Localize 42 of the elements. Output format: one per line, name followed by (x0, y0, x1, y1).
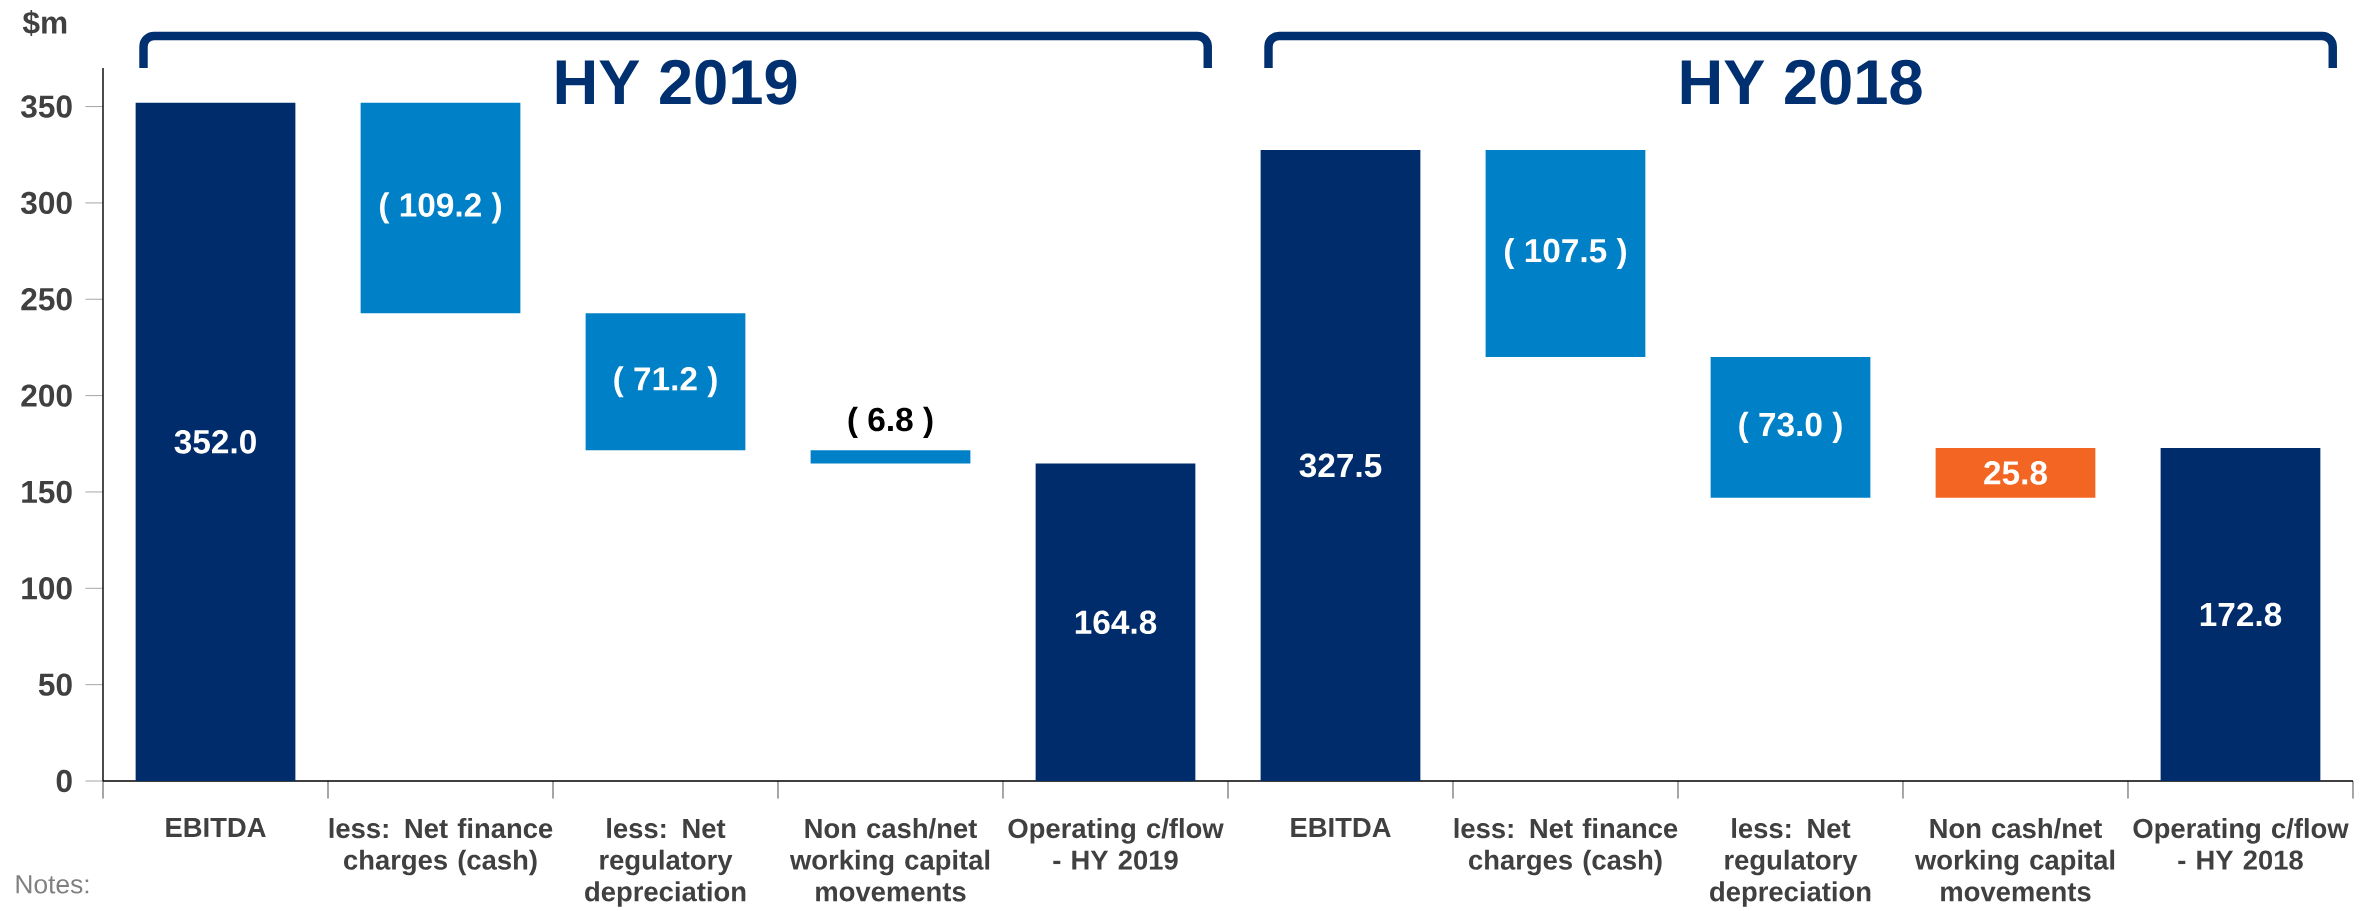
bar (1710, 357, 1871, 498)
x-tick-label: EBITDA (166, 818, 266, 837)
bar (1485, 149, 1646, 358)
y-tick-label: 100 (22, 577, 72, 600)
data-label: ( 109.2 ) (379, 192, 501, 224)
bar (360, 102, 521, 314)
text: Notes: (16, 875, 89, 894)
annotation: HY 2019 (556, 59, 797, 105)
x-tick-label: less: Net finance charges (cash) (1454, 818, 1678, 876)
data-label: ( 71.2 ) (614, 366, 717, 398)
data-label: 25.8 (1984, 461, 2047, 485)
data-label: 352.0 (174, 430, 256, 454)
x-tick-label: Non cash/net working capital movements (789, 818, 990, 902)
data-label: 164.8 (1075, 610, 1157, 635)
data-label: 327.5 (1299, 453, 1382, 478)
bar (1035, 463, 1196, 782)
bar (585, 313, 746, 451)
x-tick-label: Operating c/flow - HY 2018 (2133, 818, 2349, 870)
y-tick-label: 350 (20, 95, 72, 118)
data-label: ( 6.8 ) (848, 406, 933, 438)
x-tick-label: less: Net regulatory depreciation (585, 818, 746, 907)
y-tick-label: 250 (21, 288, 72, 311)
x-tick-label: Operating c/flow - HY 2019 (1008, 818, 1224, 870)
bar (1260, 149, 1421, 782)
bar (135, 102, 296, 782)
data-label: ( 107.5 ) (1504, 237, 1626, 270)
bar (1935, 448, 2096, 498)
bar (2160, 448, 2321, 782)
y-tick-label: 200 (21, 384, 72, 407)
data-label: 172.8 (2200, 602, 2282, 627)
data-label: ( 73.0 ) (1739, 411, 1842, 443)
y-axis-title: $m (22, 10, 67, 36)
x-tick-label: Non cash/net working capital movements (1914, 818, 2115, 902)
y-tick-label: 300 (20, 191, 72, 215)
y-tick-label: 150 (22, 480, 72, 504)
y-tick-label: 0 (56, 769, 72, 793)
y-tick-label: 50 (38, 673, 72, 696)
x-tick-label: less: Net regulatory depreciation (1710, 818, 1871, 907)
bar (810, 450, 971, 464)
x-tick-label: less: Net finance charges (cash) (329, 818, 553, 876)
annotation: HY 2018 (1681, 59, 1922, 105)
x-tick-label: EBITDA (1291, 818, 1391, 837)
